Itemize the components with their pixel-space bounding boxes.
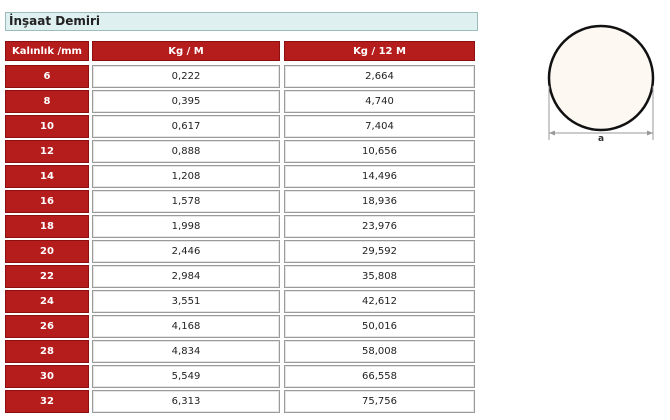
table-cell: 2,446 (92, 240, 280, 263)
table-cell: 1,998 (92, 215, 280, 238)
table-cell: 4,834 (92, 340, 280, 363)
table-cell: 1,578 (92, 190, 280, 213)
table-cell: 2,664 (284, 65, 475, 88)
row-header: 8 (5, 90, 89, 113)
table-cell: 0,888 (92, 140, 280, 163)
table-cell: 4,168 (92, 315, 280, 338)
row-header: 28 (5, 340, 89, 363)
column-header: Kg / M (92, 41, 280, 61)
row-header: 16 (5, 190, 89, 213)
dimension-label: a (598, 134, 604, 144)
table-cell: 0,617 (92, 115, 280, 138)
bar-cross-section (547, 24, 655, 132)
table-cell: 18,936 (284, 190, 475, 213)
row-header: 14 (5, 165, 89, 188)
row-header: 22 (5, 265, 89, 288)
table-cell: 75,756 (284, 390, 475, 413)
row-header: 10 (5, 115, 89, 138)
table-cell: 50,016 (284, 315, 475, 338)
table-cell: 1,208 (92, 165, 280, 188)
table-cell: 10,656 (284, 140, 475, 163)
row-header: 12 (5, 140, 89, 163)
row-header: 6 (5, 65, 89, 88)
table-cell: 4,740 (284, 90, 475, 113)
table-cell: 66,558 (284, 365, 475, 388)
table-cell: 7,404 (284, 115, 475, 138)
row-header: 32 (5, 390, 89, 413)
table-cell: 2,984 (92, 265, 280, 288)
table-cell: 3,551 (92, 290, 280, 313)
table-cell: 0,395 (92, 90, 280, 113)
row-header: 18 (5, 215, 89, 238)
table-cell: 14,496 (284, 165, 475, 188)
table-cell: 23,976 (284, 215, 475, 238)
table-cell: 58,008 (284, 340, 475, 363)
row-header: 24 (5, 290, 89, 313)
row-header: 26 (5, 315, 89, 338)
row-header: 20 (5, 240, 89, 263)
table-cell: 0,222 (92, 65, 280, 88)
table-cell: 42,612 (284, 290, 475, 313)
column-header: Kg / 12 M (284, 41, 475, 61)
diagram: a (547, 24, 655, 144)
table-cell: 35,808 (284, 265, 475, 288)
table-cell: 6,313 (92, 390, 280, 413)
table-cell: 29,592 (284, 240, 475, 263)
column-header: Kalınlık /mm (5, 41, 89, 61)
section-title: İnşaat Demiri (5, 12, 478, 31)
table-cell: 5,549 (92, 365, 280, 388)
row-header: 30 (5, 365, 89, 388)
